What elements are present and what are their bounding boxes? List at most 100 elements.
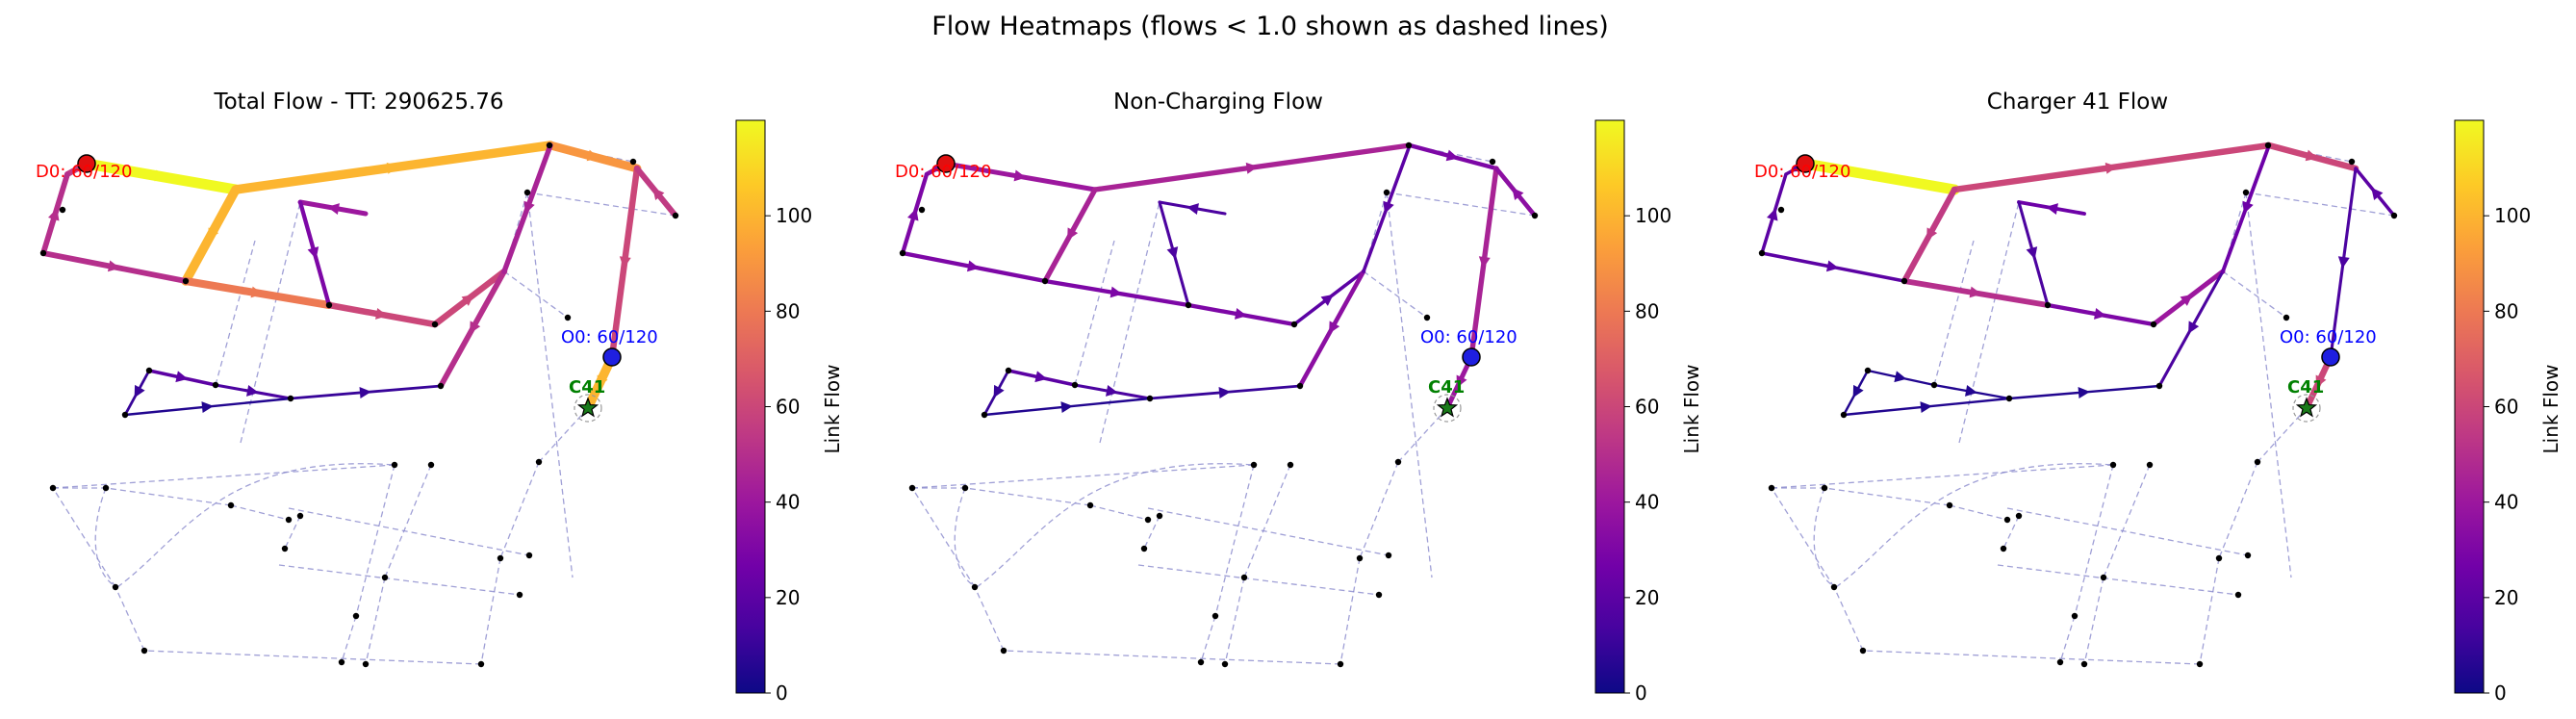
flow-arrow [250, 286, 264, 298]
network-node [2056, 658, 2064, 666]
dashed-link [116, 463, 395, 588]
flow-arrow [1965, 385, 1977, 397]
flow-arrow [1478, 256, 1491, 269]
network-node [672, 212, 679, 219]
dashed-link [52, 464, 395, 489]
network-node [1946, 501, 1953, 509]
network-node [1830, 583, 1838, 591]
colorbar-tick-label: 0 [2494, 681, 2507, 705]
network-node [2080, 660, 2088, 668]
dashed-link [912, 487, 1091, 506]
network-node [1041, 277, 1049, 285]
colorbar-tick-label: 80 [2494, 299, 2518, 322]
flow-arrow [966, 260, 980, 272]
network-node [2242, 189, 2250, 196]
dashed-link [911, 487, 976, 588]
colorbar-tick-label: 60 [776, 396, 800, 419]
flow-arrow [1852, 384, 1864, 398]
flow-arrow [1825, 260, 1839, 272]
colorbar-label: Link Flow [1680, 365, 1703, 454]
network-node [2390, 212, 2398, 219]
dashed-link [499, 461, 540, 559]
network-node [121, 411, 129, 419]
dashed-link [2074, 464, 2114, 617]
network-node [2150, 321, 2157, 328]
charger-star-icon [576, 397, 599, 418]
colorbar-label: Link Flow [2539, 365, 2563, 454]
dashed-link [1143, 515, 1160, 550]
dashed-link [1089, 504, 1149, 521]
network-node [1423, 314, 1431, 321]
network-node [2155, 382, 2163, 390]
dashed-link [288, 507, 530, 556]
flow-arrow [470, 321, 481, 334]
dashed-link [1958, 201, 2020, 444]
flow-arrow [154, 169, 167, 182]
network-node [564, 314, 572, 321]
dashed-link [1835, 463, 2114, 588]
flow-arrow [2078, 387, 2090, 398]
dashed-link [278, 564, 521, 596]
flow-arrow [327, 203, 340, 215]
dashed-link [341, 615, 357, 663]
network-node [427, 461, 435, 469]
destination-label: D0: 60/120 [1754, 162, 1850, 182]
network-node [1758, 249, 1766, 257]
colorbar-tick-label: 20 [776, 586, 800, 609]
network-node [102, 484, 110, 492]
dashed-link [2083, 577, 2104, 665]
network-node [1140, 545, 1148, 552]
flow-arrow [1329, 321, 1340, 334]
flow-arrow [619, 256, 631, 269]
flow-arrow [2315, 374, 2327, 388]
network-node [287, 395, 294, 402]
network-node [1290, 321, 1298, 328]
dashed-link [526, 192, 574, 578]
colorbar: 0 20 40 60 80 100 [1594, 119, 1671, 705]
network-node [49, 484, 57, 492]
dashed-link [1147, 507, 1390, 556]
network-node [1840, 411, 1848, 419]
colorbar-tick-label: 80 [776, 299, 800, 322]
network-node [2071, 612, 2079, 620]
flow-arrow [461, 294, 474, 306]
panel-charger-41-flow: Charger 41 Flow O0: 60/120 D0: 60/120 C4… [1754, 90, 2563, 705]
network-node [477, 660, 485, 668]
flow-arrow [1166, 246, 1179, 260]
dashed-link [1339, 557, 1361, 665]
dashed-link [526, 192, 676, 217]
origin-label: O0: 60/120 [561, 327, 658, 347]
network-node [1489, 158, 1496, 166]
destination-label: D0: 60/120 [36, 162, 132, 182]
flow-arrow [1320, 294, 1334, 306]
network-node [1859, 647, 1867, 655]
flow-arrow [201, 401, 214, 414]
dashed-link [2103, 464, 2151, 578]
dashed-link [2059, 615, 2076, 663]
dashed-link [284, 515, 301, 550]
flow-arrow [1383, 200, 1394, 215]
flow-arrow [2104, 162, 2118, 174]
flow-arrow [175, 371, 189, 383]
network-node [2044, 301, 2052, 309]
network-node [1375, 591, 1383, 599]
network-node [1864, 367, 1872, 374]
flow-arrow [107, 260, 120, 272]
network-node [523, 189, 531, 196]
flow-arrow [1034, 371, 1048, 383]
network-node [2146, 461, 2154, 469]
flow-arrow [2305, 149, 2318, 162]
flow-arrow [597, 374, 608, 388]
dashed-link [215, 240, 256, 386]
flow-arrow [1445, 149, 1459, 162]
network-node [1296, 382, 1304, 390]
network-node [1394, 458, 1402, 466]
network-node [212, 381, 219, 389]
flow-arrow [48, 208, 60, 221]
network-node [2005, 395, 2013, 402]
dashed-link [1771, 464, 2114, 489]
flow-arrow [375, 308, 388, 320]
network-node [497, 554, 504, 562]
network-node [281, 545, 289, 552]
